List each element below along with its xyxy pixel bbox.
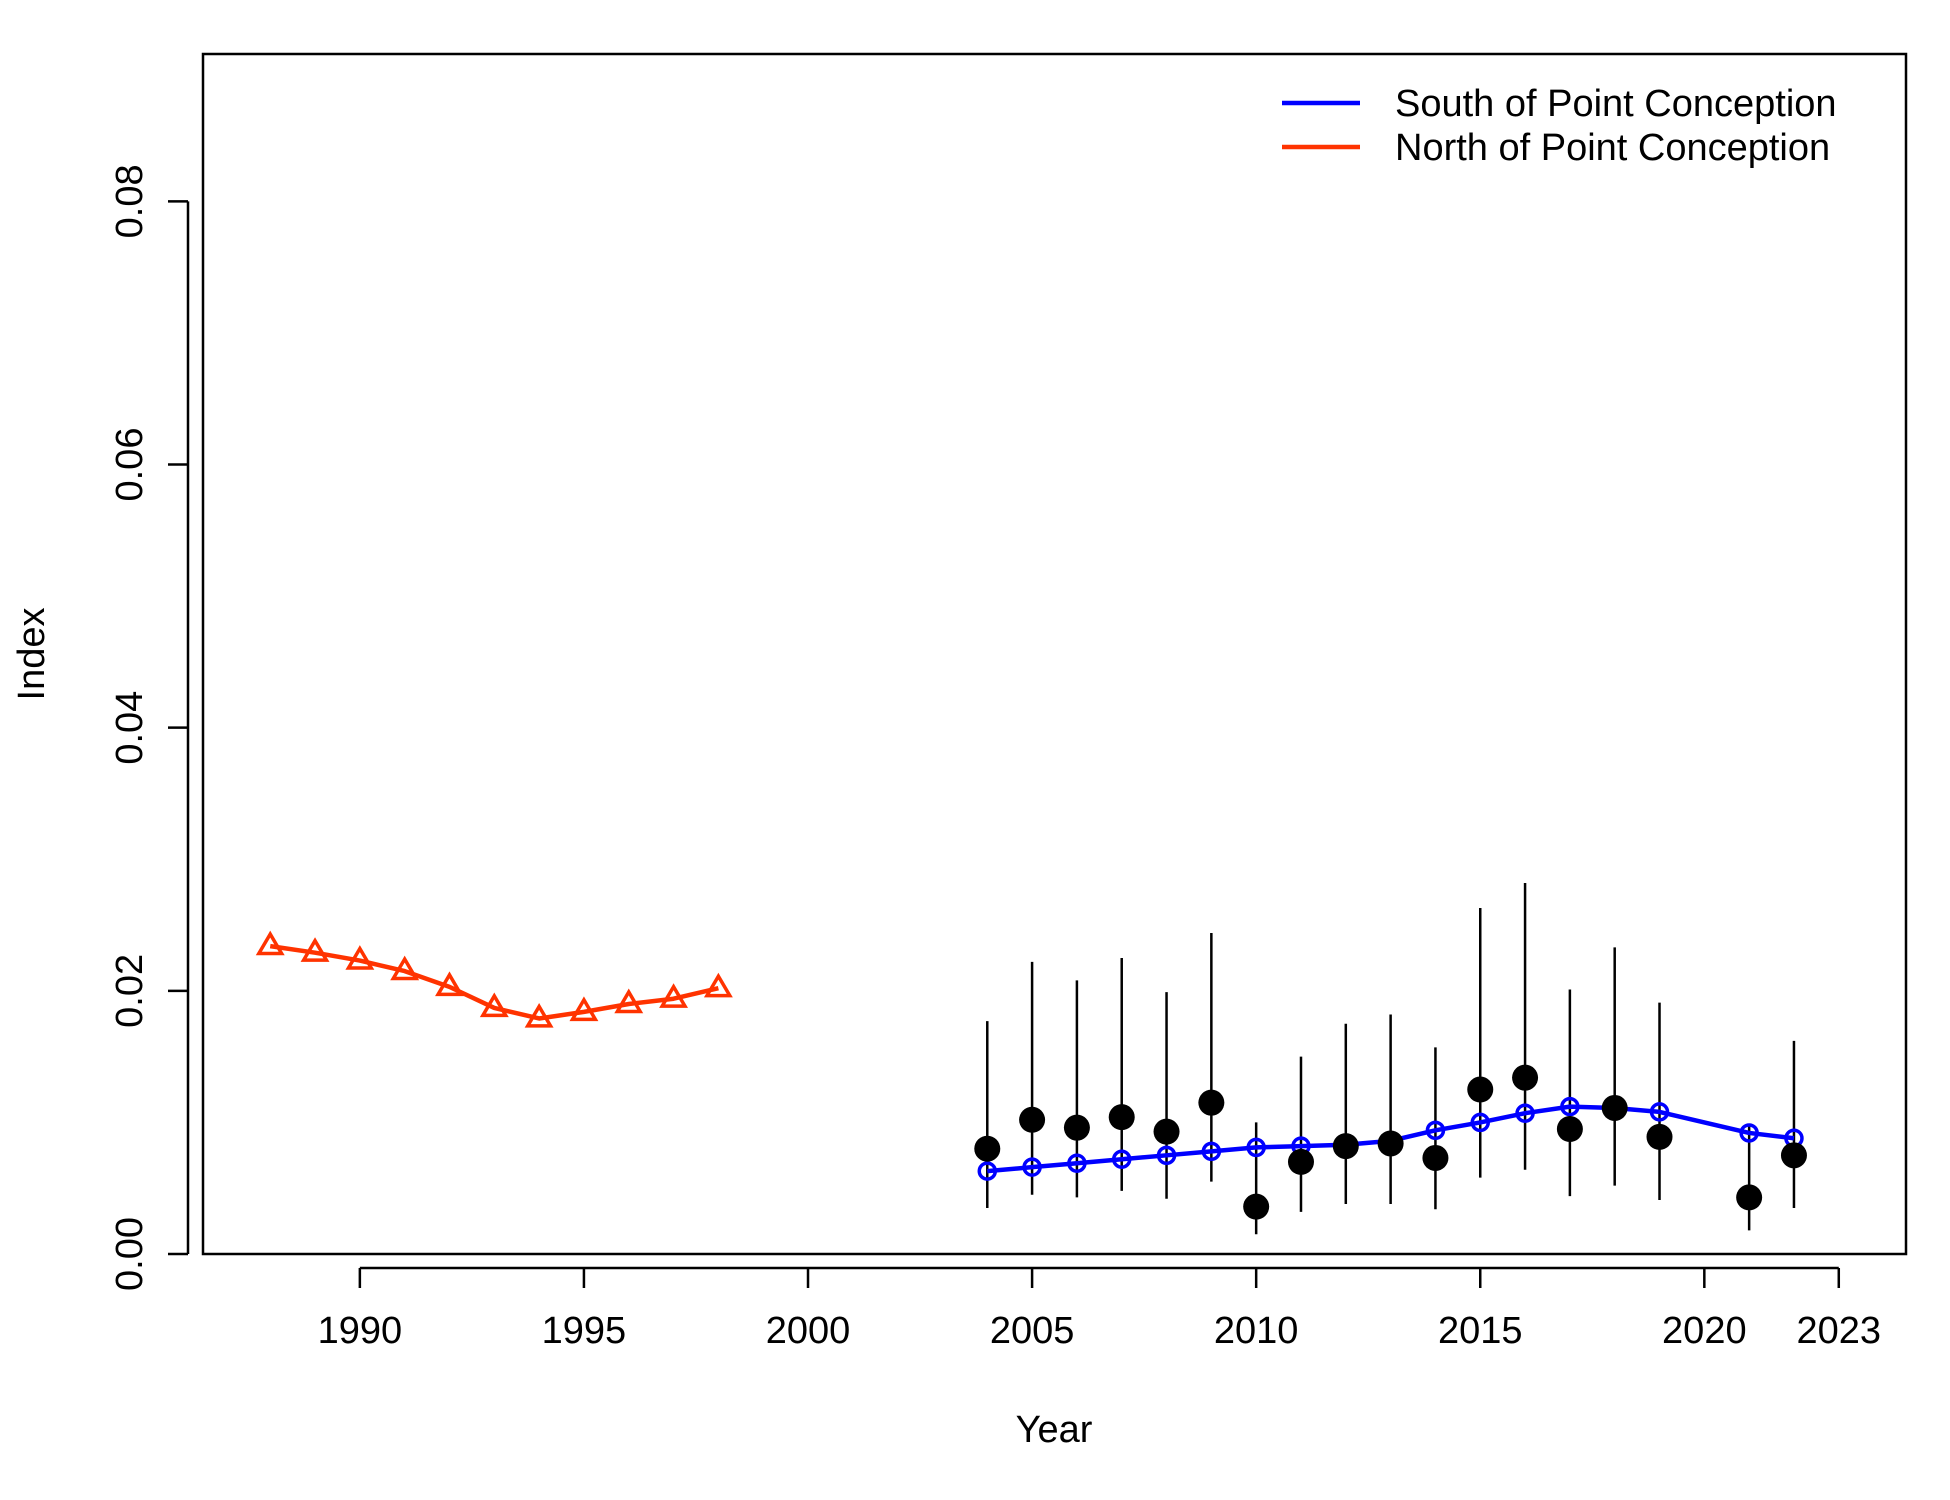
observation-points [974, 1064, 1807, 1220]
observation-point [1736, 1184, 1763, 1211]
x-tick-label: 2020 [1662, 1310, 1747, 1352]
legend: South of Point Conception North of Point… [1282, 83, 1837, 169]
series-line-1 [269, 943, 719, 1021]
observation-point [1243, 1193, 1270, 1220]
series-marker [614, 988, 644, 1014]
y-axis: 0.00 0.02 0.04 0.06 0.08 [109, 164, 190, 1291]
y-tick-label: 0.08 [109, 164, 151, 238]
y-axis-title: Index [11, 608, 53, 701]
series-marker [1246, 1137, 1266, 1158]
series-marker [1022, 1157, 1042, 1177]
series-marker [1515, 1103, 1535, 1123]
series-marker [977, 1161, 998, 1181]
series-marker [524, 1003, 554, 1028]
series-marker [390, 955, 420, 981]
x-tick-label: 1995 [542, 1310, 627, 1352]
y-tick-label: 0.04 [109, 691, 151, 765]
series-marker [300, 937, 330, 962]
observation-point [1780, 1142, 1807, 1169]
error-bars [986, 882, 1796, 1235]
observation-point [1646, 1123, 1673, 1150]
series-marker [1425, 1120, 1446, 1141]
y-tick-label: 0.06 [109, 428, 151, 502]
series-marker [659, 983, 689, 1008]
series-marker [255, 930, 285, 956]
series-marker [1156, 1145, 1177, 1166]
series-marker [1111, 1149, 1132, 1170]
legend-label-south: South of Point Conception [1395, 83, 1837, 125]
observation-point [1332, 1133, 1359, 1160]
observation-point [1377, 1130, 1404, 1157]
series-marker [1649, 1102, 1670, 1122]
series-marker [1560, 1096, 1580, 1117]
observation-point [1422, 1144, 1449, 1171]
x-axis: 1990 1995 2000 2005 2010 2015 2020 2023 [318, 1266, 1882, 1352]
legend-label-north: North of Point Conception [1395, 127, 1830, 169]
observation-point [1019, 1106, 1046, 1133]
observation-point [1601, 1094, 1628, 1121]
series-marker [345, 945, 375, 970]
observation-point [1153, 1118, 1180, 1145]
observation-point [974, 1135, 1001, 1162]
series-marker [1067, 1153, 1087, 1173]
x-tick-label: 2010 [1214, 1310, 1299, 1352]
observation-point [1063, 1114, 1090, 1141]
series-marker [479, 992, 509, 1018]
series-marker [1201, 1141, 1222, 1162]
y-tick-label: 0.02 [109, 954, 151, 1028]
observation-point [1467, 1076, 1494, 1103]
observation-point [1108, 1104, 1135, 1131]
series-marker [1470, 1112, 1490, 1133]
series-marker [703, 972, 733, 998]
series-marker [569, 996, 599, 1022]
x-tick-label: 1990 [318, 1310, 403, 1352]
observation-point [1556, 1116, 1583, 1142]
x-tick-label: 2023 [1797, 1310, 1882, 1352]
series-marker [435, 971, 464, 997]
x-tick-label: 2005 [990, 1310, 1075, 1352]
series-marker [1739, 1123, 1759, 1143]
y-tick-label: 0.00 [109, 1217, 151, 1291]
x-tick-label: 2015 [1438, 1310, 1523, 1352]
x-axis-title: Year [1016, 1409, 1093, 1451]
plot-frame [201, 52, 1908, 1256]
x-tick-label: 2000 [766, 1310, 851, 1352]
observation-point [1198, 1089, 1225, 1116]
observation-point [1287, 1148, 1314, 1175]
observation-point [1512, 1064, 1539, 1091]
